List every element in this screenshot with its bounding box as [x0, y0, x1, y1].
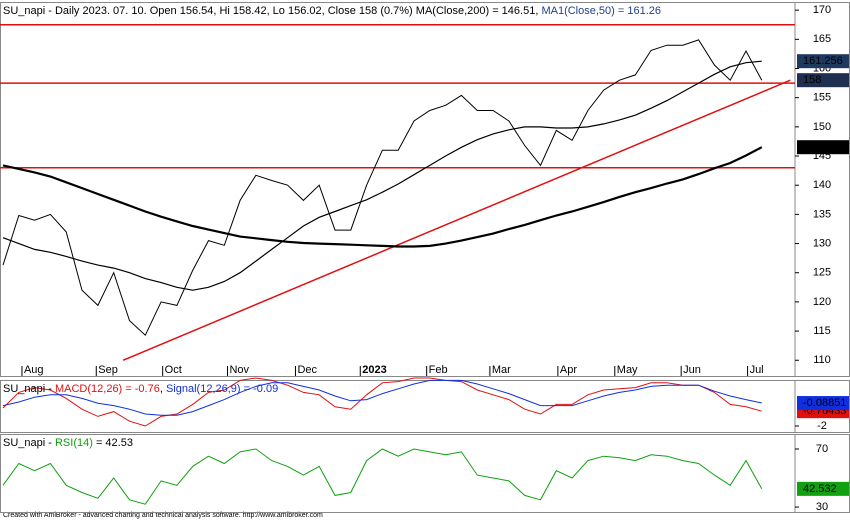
- x-tick-label: Jul: [750, 364, 764, 376]
- title-part: RSI(14): [55, 437, 93, 449]
- title-part: SU_napi - Daily 2023. 07. 10. Open 156.5…: [3, 5, 416, 17]
- title-part: SU_napi -: [3, 437, 55, 449]
- x-tick-label: Oct: [165, 364, 182, 376]
- title-part: MACD(12,26) = -0.76: [55, 383, 160, 395]
- y-tick-label: 165: [813, 33, 831, 45]
- last-value-box: [797, 73, 849, 88]
- title-part: MA(Close,200) = 146.51: [416, 5, 536, 17]
- x-tick-label: Dec: [297, 364, 317, 376]
- title-part: SU_napi -: [3, 383, 55, 395]
- y-tick-label: 110: [813, 354, 831, 366]
- y-tick-label: 170: [813, 4, 831, 16]
- last-value-label: 158: [803, 74, 821, 86]
- title-part: MA1(Close,50) = 161.26: [541, 5, 661, 17]
- y-tick-label: 140: [813, 179, 831, 191]
- title-part: ,: [160, 383, 166, 395]
- y-tick-label: 130: [813, 237, 831, 249]
- x-tick-label: Feb: [429, 364, 448, 376]
- last-value-box: [797, 396, 849, 411]
- x-tick-label: Mar: [492, 364, 511, 376]
- last-value-label: 42.532: [803, 483, 837, 495]
- last-value-box: [797, 481, 849, 496]
- series-line: [2, 448, 763, 505]
- y-tick-label: 125: [813, 267, 831, 279]
- y-tick-label: -2: [817, 420, 827, 432]
- series-line: [2, 377, 762, 427]
- x-tick-label: May: [617, 364, 638, 376]
- x-tick-label: 2023: [362, 364, 386, 376]
- pane-title: SU_napi - MACD(12,26) = -0.76, Signal(12…: [3, 383, 278, 395]
- x-tick-label: Nov: [229, 364, 249, 376]
- y-tick-label: 70: [816, 443, 828, 455]
- y-tick-label: 30: [816, 501, 828, 513]
- title-part: = 42.53: [93, 437, 133, 449]
- y-tick-label: 135: [813, 208, 831, 220]
- title-part: ,: [535, 5, 541, 17]
- trendline: [122, 79, 791, 361]
- x-tick-label: Sep: [98, 364, 118, 376]
- last-value-box: [797, 140, 849, 155]
- x-tick-label: Apr: [560, 364, 577, 376]
- series-line: [2, 379, 762, 416]
- last-value-label: -0.08851: [803, 397, 846, 409]
- last-value-box: [797, 54, 849, 69]
- footer: Created with AmiBroker - advanced charti…: [3, 512, 323, 519]
- y-tick-label: 155: [813, 92, 831, 104]
- last-value-label: 161.256: [803, 55, 843, 67]
- series-line: [2, 60, 762, 291]
- y-tick-label: 120: [813, 296, 831, 308]
- y-tick-label: 115: [813, 325, 831, 337]
- series-line: [2, 39, 763, 337]
- last-value-label: 146.514: [803, 141, 843, 153]
- x-tick-label: Aug: [24, 364, 44, 376]
- pane-title: SU_napi - Daily 2023. 07. 10. Open 156.5…: [3, 5, 661, 17]
- series-line: [2, 146, 763, 248]
- title-part: Signal(12,26,9) = -0.09: [166, 383, 278, 395]
- x-tick-label: Jun: [683, 364, 701, 376]
- pane-title: SU_napi - RSI(14) = 42.53: [3, 437, 133, 449]
- y-tick-label: 150: [813, 121, 831, 133]
